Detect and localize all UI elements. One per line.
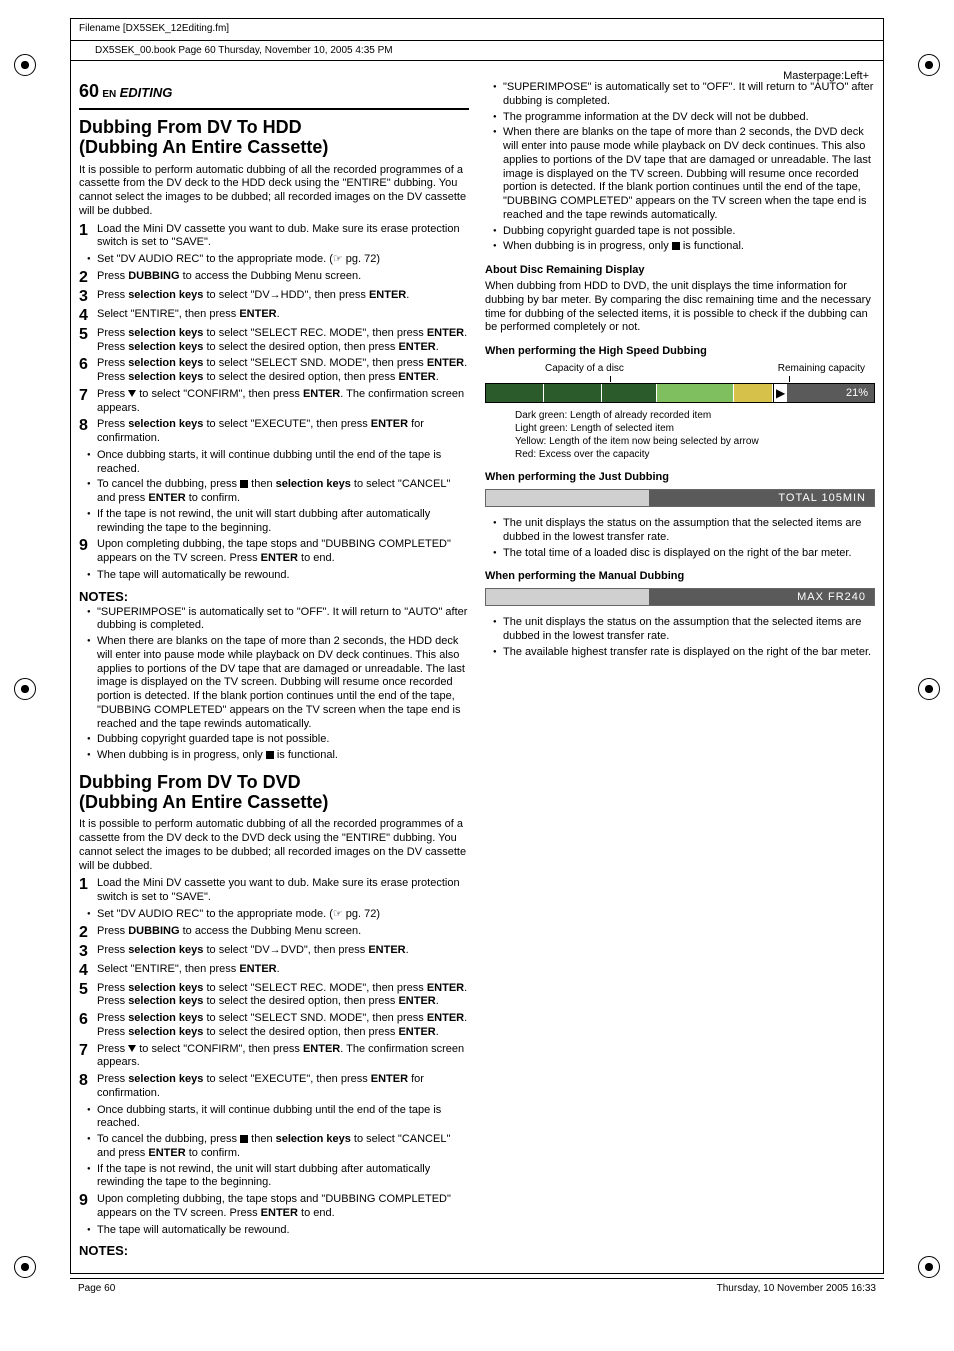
- step-item: 5Press selection keys to select "SELECT …: [79, 982, 469, 1010]
- dvd-notes-list: "SUPERIMPOSE" is automatically set to "O…: [485, 81, 875, 254]
- step-item: 6Press selection keys to select "SELECT …: [79, 1012, 469, 1040]
- step-item: 8Press selection keys to select "EXECUTE…: [79, 418, 469, 446]
- capacity-label: Capacity of a disc: [545, 363, 624, 374]
- hdd-notes-list: "SUPERIMPOSE" is automatically set to "O…: [79, 606, 469, 763]
- step-sub: Once dubbing starts, it will continue du…: [87, 449, 469, 477]
- legend-item: Red: Excess over the capacity: [515, 448, 875, 461]
- just-bullets: The unit displays the status on the assu…: [485, 517, 875, 560]
- step-item: 4Select "ENTIRE", then press ENTER.: [79, 963, 469, 979]
- bullet-item: The unit displays the status on the assu…: [493, 616, 875, 644]
- bullet-item: The total time of a loaded disc is displ…: [493, 547, 875, 561]
- hdd-steps: 1Load the Mini DV cassette you want to d…: [79, 223, 469, 583]
- crop-mark-bot-left: [14, 1256, 36, 1278]
- bullet-item: The unit displays the status on the assu…: [493, 517, 875, 545]
- bullet-item: When dubbing is in progress, only is fun…: [493, 240, 875, 254]
- page-frame: Filename [DX5SEK_12Editing.fm] DX5SEK_00…: [70, 18, 884, 1274]
- arrow-icon: ▶: [773, 384, 787, 402]
- bullet-item: "SUPERIMPOSE" is automatically set to "O…: [493, 81, 875, 109]
- disc-remaining-heading: About Disc Remaining Display: [485, 264, 875, 276]
- bullet-item: Dubbing copyright guarded tape is not po…: [493, 225, 875, 239]
- crop-mark-mid-right: [918, 678, 940, 700]
- disc-remaining-body: When dubbing from HDD to DVD, the unit d…: [485, 280, 875, 335]
- step-item: 9Upon completing dubbing, the tape stops…: [79, 538, 469, 566]
- step-item: 7Press to select "CONFIRM", then press E…: [79, 388, 469, 416]
- manual-bar-meter: MAX FR240: [485, 588, 875, 606]
- crop-mark-top-left: [14, 54, 36, 76]
- hdd-notes-heading: NOTES:: [79, 589, 469, 604]
- filename-line: Filename [DX5SEK_12Editing.fm]: [71, 19, 883, 38]
- bullet-item: The programme information at the DV deck…: [493, 111, 875, 125]
- section-title-hdd: Dubbing From DV To HDD (Dubbing An Entir…: [79, 118, 469, 158]
- dvd-steps: 1Load the Mini DV cassette you want to d…: [79, 877, 469, 1237]
- header-bookline: DX5SEK_00.book Page 60 Thursday, Novembe…: [71, 43, 883, 58]
- step-sub: Set "DV AUDIO REC" to the appropriate mo…: [87, 908, 469, 922]
- section-title-dvd: Dubbing From DV To DVD (Dubbing An Entir…: [79, 773, 469, 813]
- manual-heading: When performing the Manual Dubbing: [485, 570, 875, 582]
- hdd-intro: It is possible to perform automatic dubb…: [79, 164, 469, 219]
- bullet-item: "SUPERIMPOSE" is automatically set to "O…: [87, 606, 469, 634]
- step-item: 6Press selection keys to select "SELECT …: [79, 357, 469, 385]
- dvd-intro: It is possible to perform automatic dubb…: [79, 818, 469, 873]
- highspeed-legend: Dark green: Length of already recorded i…: [515, 409, 875, 461]
- step-sub: The tape will automatically be rewound.: [87, 1224, 469, 1238]
- legend-item: Yellow: Length of the item now being sel…: [515, 435, 875, 448]
- just-bar-meter: TOTAL 105MIN: [485, 489, 875, 507]
- step-sub: The tape will automatically be rewound.: [87, 569, 469, 583]
- step-item: 2Press DUBBING to access the Dubbing Men…: [79, 925, 469, 941]
- step-sub: If the tape is not rewind, the unit will…: [87, 1163, 469, 1191]
- step-item: 1Load the Mini DV cassette you want to d…: [79, 877, 469, 905]
- crop-mark-mid-left: [14, 678, 36, 700]
- dvd-notes-heading: NOTES:: [79, 1243, 469, 1258]
- manual-bullets: The unit displays the status on the assu…: [485, 616, 875, 659]
- step-sub: If the tape is not rewind, the unit will…: [87, 508, 469, 536]
- crop-mark-bot-right: [918, 1256, 940, 1278]
- page-number-header: 60 EN EDITING: [79, 81, 469, 102]
- step-item: 1Load the Mini DV cassette you want to d…: [79, 223, 469, 251]
- step-sub: Set "DV AUDIO REC" to the appropriate mo…: [87, 253, 469, 267]
- remaining-pct: 21%: [787, 384, 874, 402]
- crop-mark-top-right: [918, 54, 940, 76]
- step-sub: Once dubbing starts, it will continue du…: [87, 1104, 469, 1132]
- legend-item: Light green: Length of selected item: [515, 422, 875, 435]
- step-item: 2Press DUBBING to access the Dubbing Men…: [79, 270, 469, 286]
- step-item: 4Select "ENTIRE", then press ENTER.: [79, 308, 469, 324]
- footer-row: Page 60 Thursday, 10 November 2005 16:33: [70, 1278, 884, 1298]
- bullet-item: Dubbing copyright guarded tape is not po…: [87, 733, 469, 747]
- remaining-label: Remaining capacity: [778, 363, 865, 374]
- legend-item: Dark green: Length of already recorded i…: [515, 409, 875, 422]
- step-item: 3Press selection keys to select "DV→HDD"…: [79, 289, 469, 305]
- step-sub: To cancel the dubbing, press then select…: [87, 1133, 469, 1161]
- highspeed-heading: When performing the High Speed Dubbing: [485, 345, 875, 357]
- highspeed-bar-meter: Capacity of a disc Remaining capacity ▶2…: [485, 363, 875, 461]
- step-item: 8Press selection keys to select "EXECUTE…: [79, 1073, 469, 1101]
- bullet-item: When there are blanks on the tape of mor…: [87, 635, 469, 731]
- bullet-item: The available highest transfer rate is d…: [493, 646, 875, 660]
- bullet-item: When there are blanks on the tape of mor…: [493, 126, 875, 222]
- step-sub: To cancel the dubbing, press then select…: [87, 478, 469, 506]
- step-item: 5Press selection keys to select "SELECT …: [79, 327, 469, 355]
- step-item: 7Press to select "CONFIRM", then press E…: [79, 1043, 469, 1071]
- footer-date: Thursday, 10 November 2005 16:33: [717, 1283, 876, 1294]
- bullet-item: When dubbing is in progress, only is fun…: [87, 749, 469, 763]
- step-item: 9Upon completing dubbing, the tape stops…: [79, 1193, 469, 1221]
- step-item: 3Press selection keys to select "DV→DVD"…: [79, 944, 469, 960]
- footer-page: Page 60: [78, 1283, 115, 1294]
- just-heading: When performing the Just Dubbing: [485, 471, 875, 483]
